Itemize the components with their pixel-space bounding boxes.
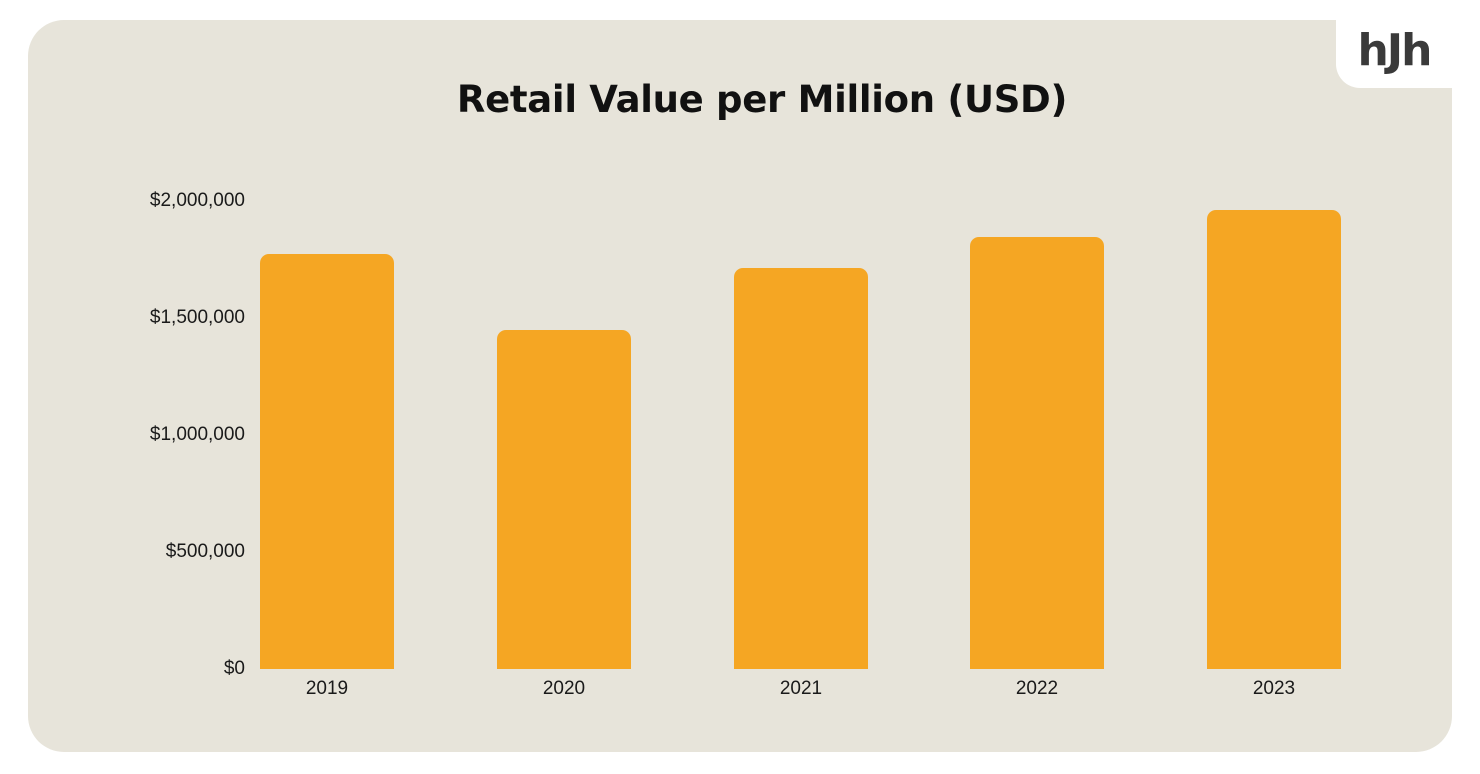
x-tick-label: 2020 bbox=[542, 678, 586, 699]
y-tick-label: $2,000,000 bbox=[149, 190, 245, 211]
x-tick-label: 2023 bbox=[1252, 678, 1296, 699]
y-tick-label: $1,000,000 bbox=[149, 424, 245, 445]
x-tick-label: 2021 bbox=[779, 678, 823, 699]
bar-2019 bbox=[260, 253, 394, 669]
chart-title: Retail Value per Million (USD) bbox=[456, 78, 1068, 121]
y-tick-label: $0 bbox=[223, 658, 245, 679]
bar-2023 bbox=[1207, 210, 1341, 669]
bar-2021 bbox=[734, 267, 868, 669]
brand-logo-icon: hJh bbox=[1357, 24, 1432, 76]
y-tick-label: $500,000 bbox=[165, 541, 245, 562]
y-tick-label: $1,500,000 bbox=[149, 307, 245, 328]
x-tick-label: 2019 bbox=[305, 678, 349, 699]
x-tick-label: 2022 bbox=[1015, 678, 1059, 699]
bar-2022 bbox=[970, 237, 1104, 669]
logo-notch bbox=[1336, 0, 1480, 88]
bar-2020 bbox=[497, 329, 631, 669]
